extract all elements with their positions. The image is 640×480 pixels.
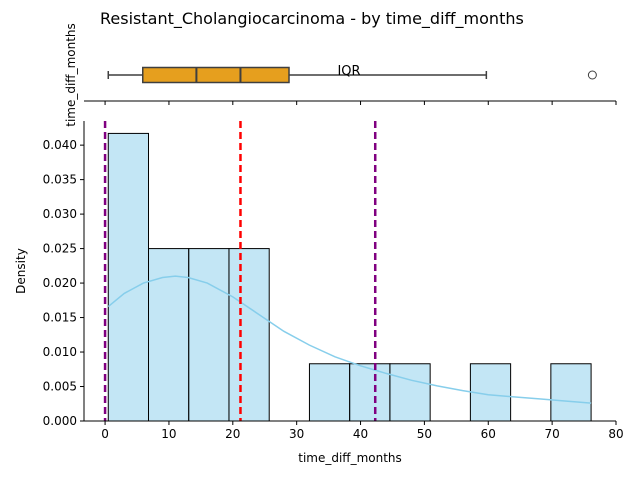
histogram-y-label: Density [14, 248, 28, 294]
boxplot-outlier [587, 70, 597, 80]
histogram-bar [148, 248, 190, 422]
y-tick-label: 0.025 [43, 242, 77, 256]
histogram-bar [550, 363, 592, 422]
y-tick-label: 0.005 [43, 380, 77, 394]
histogram-bar [389, 363, 431, 422]
histogram-y-ticks: 0.000 0.005 0.010 0.015 0.020 0.025 0.030 0.035… [43, 138, 84, 428]
boxplot-x-ticks [104, 101, 617, 105]
histogram-bar [188, 248, 230, 422]
y-tick-label: 0.010 [43, 345, 77, 359]
boxplot-y-label: time_diff_months [64, 23, 78, 127]
histogram-panel: 0 10 20 30 40 50 60 70 80 0.0000.0050.0100.0150.… [14, 121, 624, 465]
y-tick-label: 0.030 [43, 207, 77, 221]
histogram-bars [107, 132, 592, 422]
y-tick-label: 0.020 [43, 276, 77, 290]
x-tick-label: 80 [608, 427, 623, 441]
y-tick-label: 0.015 [43, 311, 77, 325]
y-tick-label: 0.000 [43, 414, 77, 428]
histogram-x-ticks: 0 10 20 30 40 50 60 70 80 [101, 421, 624, 441]
histogram-x-label: time_diff_months [298, 451, 402, 465]
boxplot-marks [107, 66, 597, 84]
boxplot-iqr-box [142, 66, 290, 84]
reference-lines [103, 121, 377, 421]
x-tick-label: 10 [161, 427, 176, 441]
x-tick-label: 70 [544, 427, 559, 441]
x-tick-label: 0 [101, 427, 109, 441]
chart-title: Resistant_Cholangiocarcinoma - by time_d… [100, 9, 524, 29]
x-tick-label: 40 [353, 427, 368, 441]
x-tick-label: 30 [289, 427, 304, 441]
kde-curve [107, 275, 592, 404]
boxplot-panel: time_diff_months IQR [64, 23, 617, 127]
x-tick-label: 60 [481, 427, 496, 441]
histogram-bar [228, 248, 270, 422]
histogram-bar [107, 132, 150, 422]
y-tick-label: 0.035 [43, 173, 77, 187]
x-tick-label: 50 [417, 427, 432, 441]
histogram-bar [308, 363, 351, 422]
y-tick-label: 0.040 [43, 138, 77, 152]
x-tick-label: 20 [225, 427, 240, 441]
iqr-annotation: IQR [337, 64, 360, 79]
